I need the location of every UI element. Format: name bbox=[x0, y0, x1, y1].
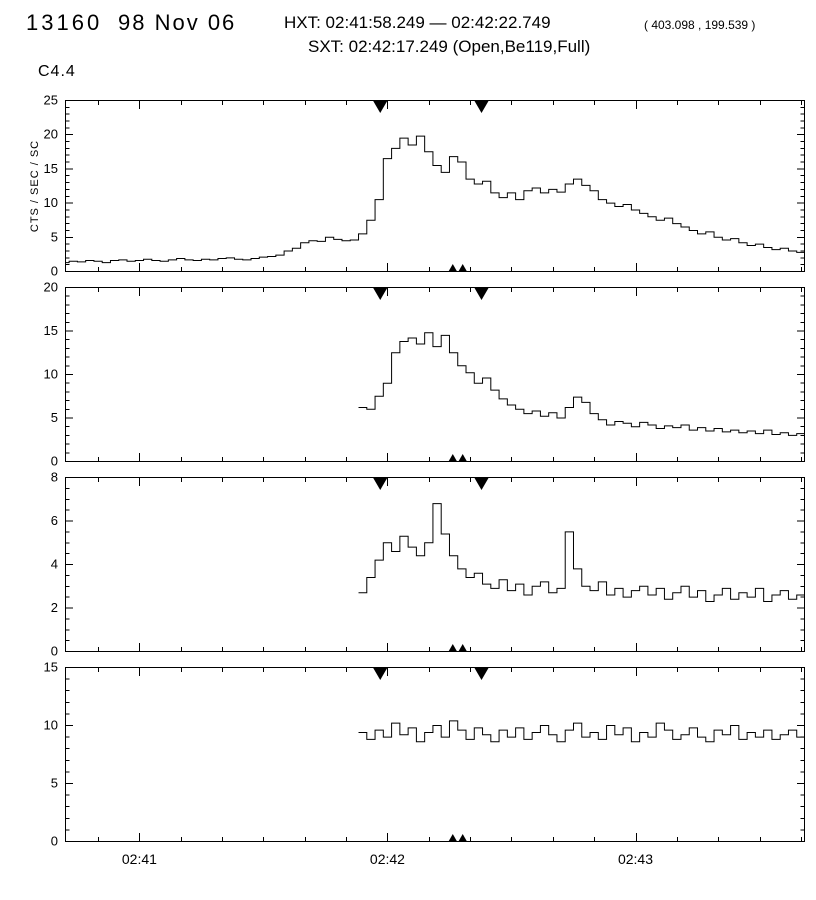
svg-text:10: 10 bbox=[44, 195, 58, 210]
lightcurve-panel-3: 0 2 4 6 8 bbox=[51, 470, 805, 659]
svg-text:0: 0 bbox=[51, 454, 58, 469]
svg-text:8: 8 bbox=[51, 470, 58, 485]
event-number: 13160 bbox=[26, 10, 103, 35]
goes-flare-class: C4.4 bbox=[38, 63, 76, 80]
svg-text:6: 6 bbox=[51, 513, 58, 528]
svg-text:15: 15 bbox=[44, 323, 58, 338]
sxt-exposure-info: SXT: 02:42:17.249 (Open,Be119,Full) bbox=[308, 37, 591, 56]
hxt-time-range: HXT: 02:41:58.249 — 02:42:22.749 bbox=[284, 13, 551, 32]
svg-text:10: 10 bbox=[44, 367, 58, 382]
svg-text:CTS / SEC / SC: CTS / SEC / SC bbox=[29, 140, 41, 232]
lightcurve-panel-1: 0 5 10 15 20 25 CTS / SEC / SC bbox=[29, 93, 805, 279]
svg-text:4: 4 bbox=[51, 557, 58, 572]
svg-text:0: 0 bbox=[51, 644, 58, 659]
svg-text:5: 5 bbox=[51, 410, 58, 425]
svg-text:15: 15 bbox=[44, 161, 58, 176]
lightcurve-panel-2: 0 5 10 15 20 bbox=[44, 280, 805, 469]
svg-text:2: 2 bbox=[51, 600, 58, 615]
svg-text:25: 25 bbox=[44, 93, 58, 108]
hxt-coordinates: ( 403.098 , 199.539 ) bbox=[644, 18, 756, 32]
svg-text:15: 15 bbox=[44, 660, 58, 675]
svg-text:20: 20 bbox=[44, 127, 58, 142]
svg-text:5: 5 bbox=[51, 229, 58, 244]
svg-text:5: 5 bbox=[51, 776, 58, 791]
svg-text:0: 0 bbox=[51, 834, 58, 849]
svg-text:10: 10 bbox=[44, 718, 58, 733]
svg-text:20: 20 bbox=[44, 280, 58, 295]
svg-text:02:42: 02:42 bbox=[370, 851, 405, 867]
event-date: 98 Nov 06 bbox=[118, 10, 237, 35]
svg-text:02:41: 02:41 bbox=[122, 851, 157, 867]
lightcurve-panel-4: 0 5 10 15 02:41 02:42 02:43 bbox=[44, 660, 805, 867]
svg-text:02:43: 02:43 bbox=[618, 851, 653, 867]
svg-text:0: 0 bbox=[51, 264, 58, 279]
